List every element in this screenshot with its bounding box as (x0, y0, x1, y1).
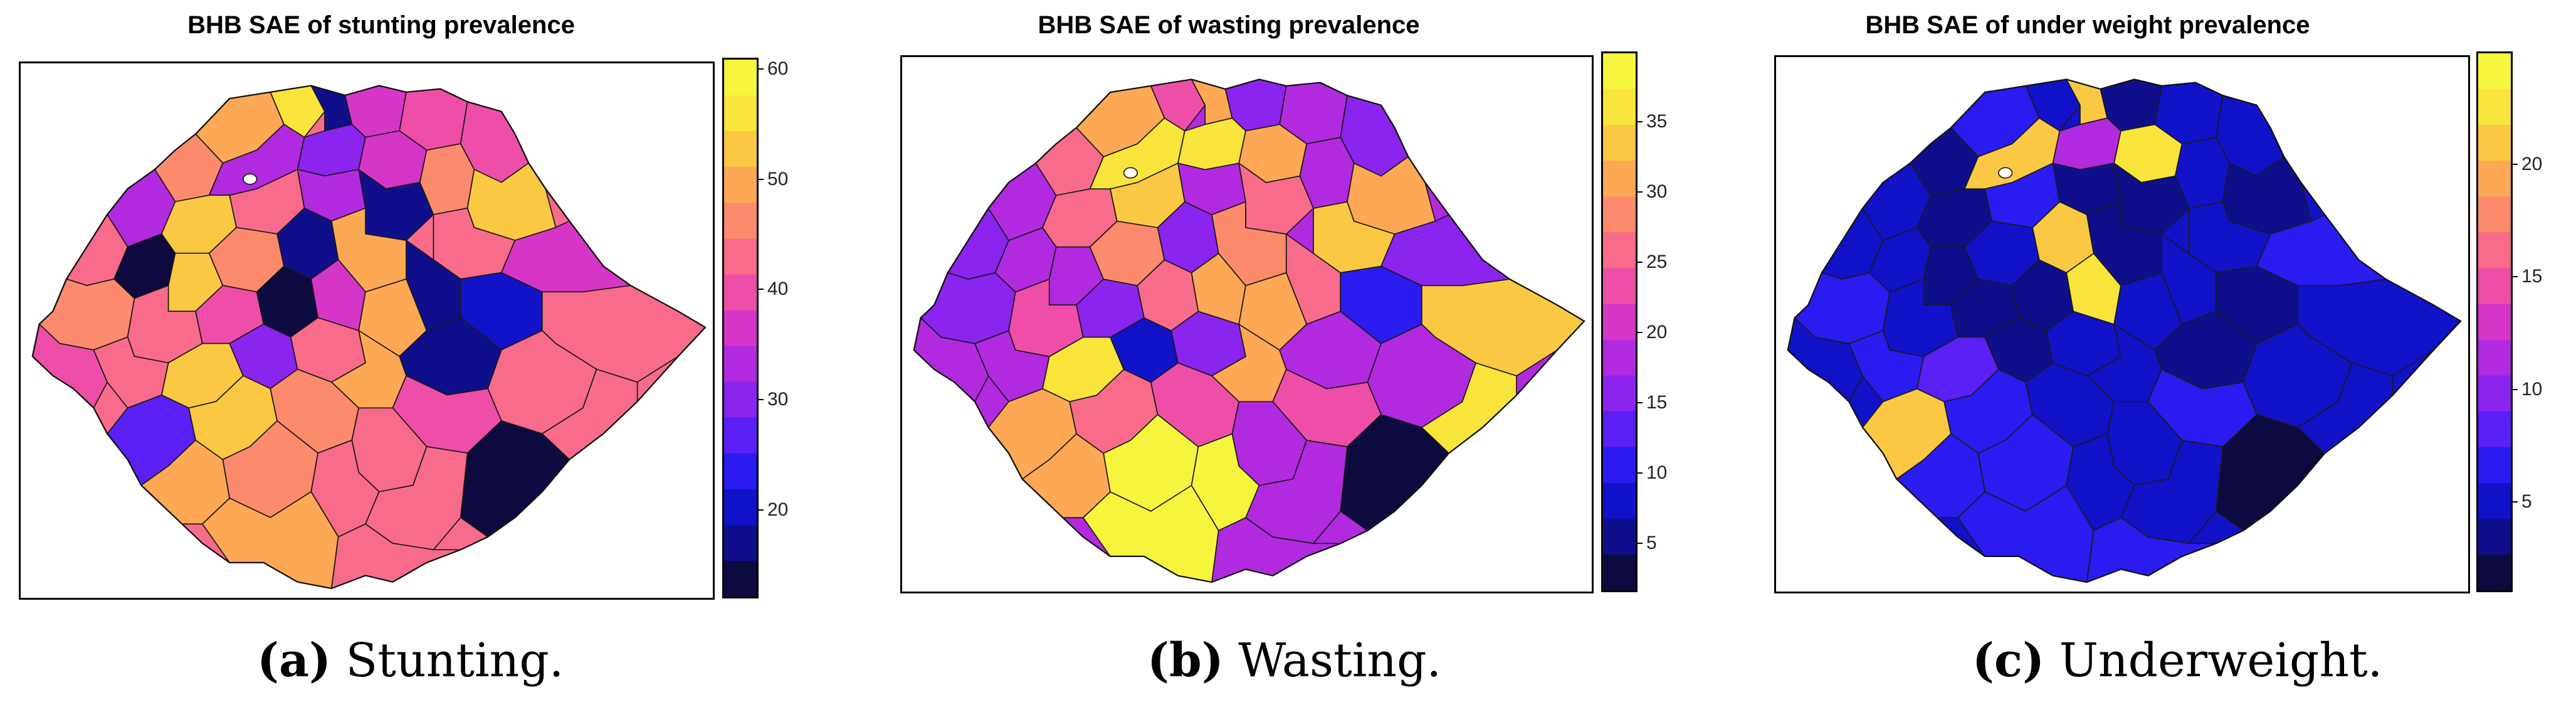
admin-zone-12 (1347, 156, 1436, 235)
legend-tick-mark (1636, 120, 1643, 122)
ethiopia-map-wasting (913, 78, 1585, 583)
caption-stunting: (a) Stunting. (257, 634, 564, 688)
admin-zone-12 (466, 162, 557, 241)
no-data-zone (1123, 167, 1138, 179)
caption-text: Underweight. (2044, 634, 2383, 688)
legend-tick-label: 10 (1646, 462, 1668, 483)
legend-tick-label: 15 (2521, 266, 2543, 287)
no-data-zone (1998, 167, 2013, 179)
map-wasting (900, 55, 1594, 593)
map-title-underweight: BHB SAE of under weight prevalence (1865, 11, 2310, 39)
caption-text: Stunting. (330, 634, 564, 688)
ethiopia-map-underweight (1787, 78, 2462, 583)
legend-tick-mark (2511, 276, 2518, 278)
caption-letter: (c) (1972, 634, 2045, 688)
legend-colorbar-underweight (2476, 51, 2513, 592)
legend-tick-mark (1636, 472, 1643, 474)
map-underweight (1774, 55, 2470, 593)
legend-tick-label: 20 (1646, 321, 1668, 343)
caption-underweight: (c) Underweight. (1972, 634, 2382, 688)
legend-tick-mark (757, 509, 764, 511)
legend-tick-mark (757, 178, 764, 180)
legend-tick-label: 50 (767, 168, 789, 189)
map-title-wasting: BHB SAE of wasting prevalence (1038, 11, 1420, 39)
legend-tick-mark (1636, 401, 1643, 403)
country-outline (1787, 78, 2462, 583)
legend-tick-mark (1636, 191, 1643, 193)
no-data-zone (243, 173, 258, 185)
legend-tick-label: 40 (767, 279, 789, 300)
panel-underweight: BHB SAE of under weight prevalence (c) U… (1718, 0, 2576, 712)
legend-tick-mark (1636, 331, 1643, 333)
legend-colorbar-wasting (1601, 51, 1638, 592)
legend-tick-label: 10 (2521, 378, 2543, 400)
caption-text: Wasting. (1223, 634, 1441, 688)
legend-tick-label: 25 (1646, 251, 1668, 272)
map-title-stunting: BHB SAE of stunting prevalence (187, 11, 575, 39)
legend-tick-label: 5 (2521, 491, 2532, 513)
caption-wasting: (b) Wasting. (1147, 634, 1441, 688)
panel-stunting: BHB SAE of stunting prevalence (a) Stunt… (0, 0, 859, 712)
legend-tick-label: 30 (767, 389, 789, 410)
legend-tick-label: 60 (767, 58, 789, 79)
legend-tick-label: 30 (1646, 181, 1668, 202)
legend-tick-label: 5 (1646, 532, 1657, 553)
legend-tick-label: 35 (1646, 110, 1668, 132)
panel-wasting: BHB SAE of wasting prevalence (b) Wastin… (859, 0, 1718, 712)
legend-tick-mark (2511, 388, 2518, 390)
legend-tick-mark (2511, 501, 2518, 503)
legend-tick-mark (757, 68, 764, 70)
ethiopia-map-stunting (31, 85, 707, 590)
legend-tick-mark (2511, 163, 2518, 165)
map-stunting (19, 61, 715, 600)
legend-tick-mark (1636, 542, 1643, 544)
legend-colorbar-stunting (722, 58, 759, 598)
country-outline (31, 85, 707, 590)
legend-tick-label: 20 (767, 499, 789, 521)
legend-tick-mark (1636, 261, 1643, 263)
caption-letter: (b) (1147, 634, 1224, 688)
admin-zone-12 (2222, 156, 2312, 235)
legend-tick-label: 20 (2521, 153, 2543, 174)
legend-tick-mark (757, 289, 764, 290)
caption-letter: (a) (257, 634, 331, 688)
country-outline (913, 78, 1585, 583)
legend-tick-label: 15 (1646, 391, 1668, 413)
legend-tick-mark (757, 399, 764, 401)
